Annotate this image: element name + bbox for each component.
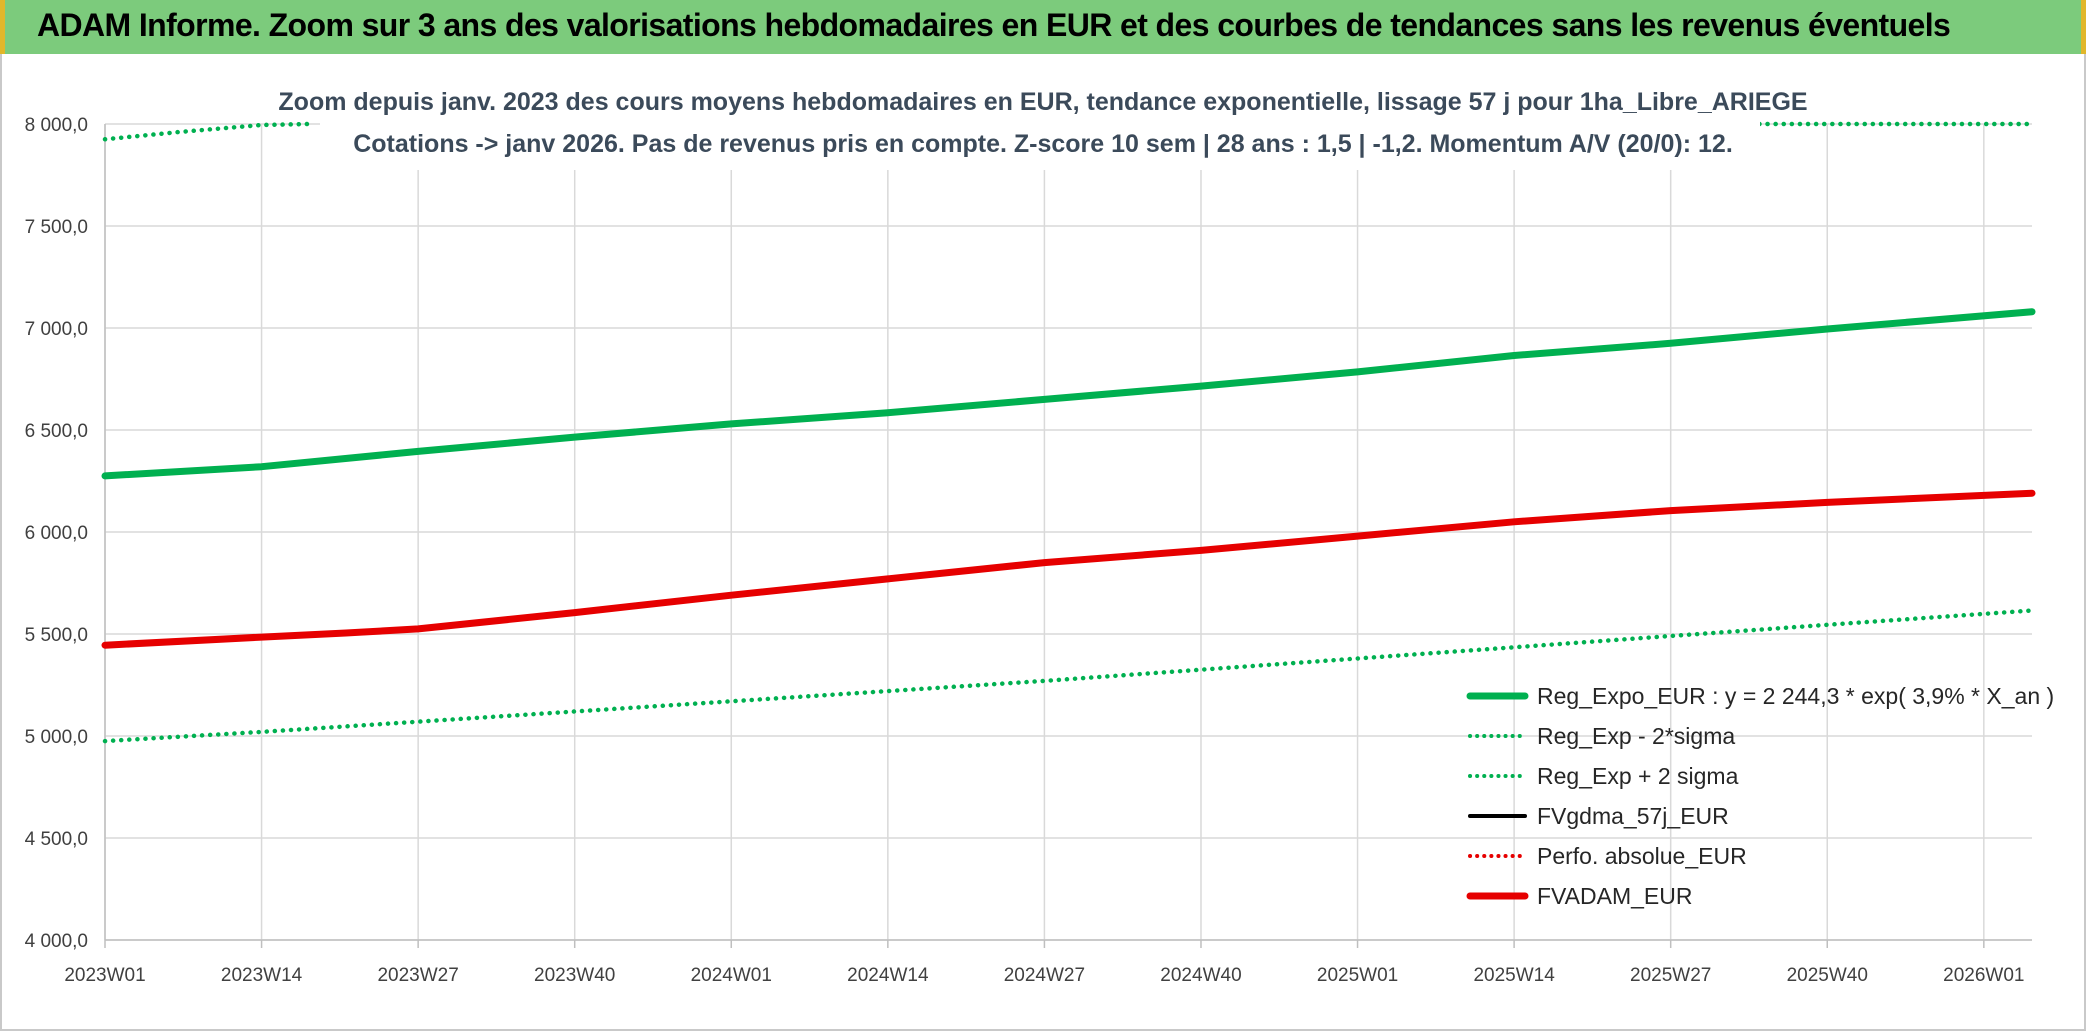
title-background <box>320 80 1760 170</box>
chart: 4 000,0 4 500,0 5 000,0 5 500,0 6 000,0 6 500… <box>25 80 2054 986</box>
legend-label: Reg_Expo_EUR : y = 2 244,3 * exp( 3,9% *… <box>1537 683 2054 709</box>
series-line <box>103 491 2034 648</box>
axes: 4 000,0 4 500,0 5 000,0 5 500,0 6 000,0 6 500… <box>25 115 2032 986</box>
gridlines <box>104 123 2032 941</box>
x-tick-label: 2025W01 <box>1317 965 1398 986</box>
x-tick-label: 2023W27 <box>377 965 458 986</box>
x-tick-label: 2025W40 <box>1787 965 1868 986</box>
series <box>101 121 2036 744</box>
legend-label: Perfo. absolue_EUR <box>1537 843 1747 869</box>
y-tick-label: 7 000,0 <box>25 319 88 340</box>
x-tick-label: 2024W40 <box>1160 965 1241 986</box>
y-tick-label: 4 000,0 <box>25 931 88 952</box>
x-tick-label: 2024W14 <box>847 965 929 986</box>
y-tick-label: 5 000,0 <box>25 727 88 748</box>
y-tick-label: 5 500,0 <box>25 625 88 646</box>
legend-label: Reg_Exp + 2 sigma <box>1537 763 1739 789</box>
series-line <box>102 608 2035 744</box>
series-line <box>101 308 2036 480</box>
y-tick-label: 8 000,0 <box>25 115 88 136</box>
header-banner: ADAM Informe. Zoom sur 3 ans des valoris… <box>0 0 2086 54</box>
chart-title-line: Zoom depuis janv. 2023 des cours moyens … <box>278 88 1807 116</box>
page-title: ADAM Informe. Zoom sur 3 ans des valoris… <box>37 7 1951 43</box>
y-tick-label: 7 500,0 <box>25 217 88 238</box>
x-tick-label: 2026W01 <box>1943 965 2024 986</box>
legend-label: Reg_Exp - 2*sigma <box>1537 723 1735 749</box>
x-tick-label: 2025W27 <box>1630 965 1711 986</box>
x-tick-label: 2023W01 <box>64 965 145 986</box>
x-tick-label: 2024W27 <box>1004 965 1085 986</box>
legend-label: FVADAM_EUR <box>1537 883 1693 909</box>
series-line <box>102 121 312 142</box>
legend: Reg_Expo_EUR : y = 2 244,3 * exp( 3,9% *… <box>1466 683 2054 909</box>
x-tick-label: 2025W14 <box>1473 965 1555 986</box>
legend-label: FVgdma_57j_EUR <box>1537 803 1729 829</box>
chart-title: Zoom depuis janv. 2023 des cours moyens … <box>278 80 1808 170</box>
y-tick-label: 6 000,0 <box>25 523 88 544</box>
x-tick-label: 2023W40 <box>534 965 615 986</box>
x-tick-label: 2024W01 <box>691 965 772 986</box>
series-line <box>101 489 2036 649</box>
x-tick-label: 2023W14 <box>221 965 303 986</box>
y-tick-label: 4 500,0 <box>25 829 88 850</box>
y-tick-label: 6 500,0 <box>25 421 88 442</box>
chart-title-line: Cotations -> janv 2026. Pas de revenus p… <box>353 130 1733 158</box>
